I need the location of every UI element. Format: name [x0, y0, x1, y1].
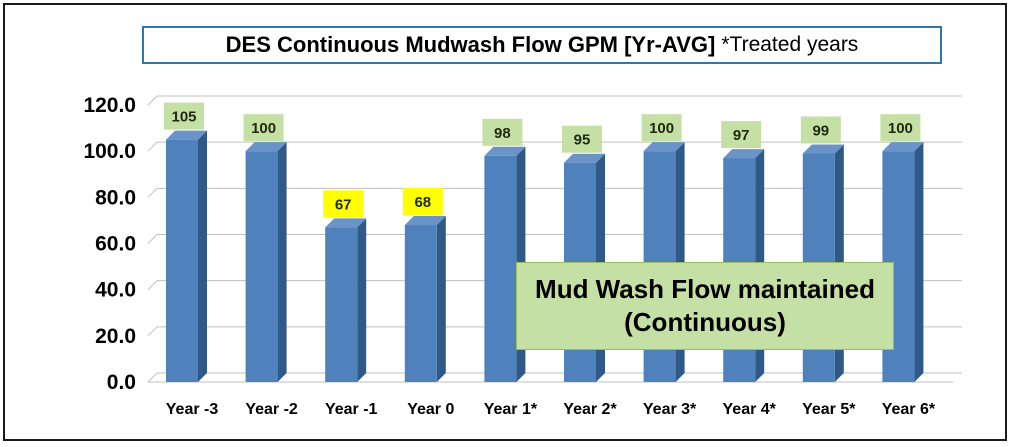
bar [245, 142, 287, 382]
data-label-box [482, 118, 523, 146]
y-tick-label: 100.0 [83, 140, 136, 163]
data-label-box [641, 114, 682, 142]
bar [325, 218, 367, 382]
data-labels: 105 100 67 68 98 95 100 97 99 100 [164, 102, 921, 218]
y-tick-label: 40.0 [95, 279, 136, 302]
y-axis: 0.0 20.0 40.0 60.0 80.0 100.0 120.0 [83, 94, 136, 394]
bar [404, 216, 446, 382]
bar-side [436, 216, 446, 382]
data-label-box [880, 114, 921, 142]
gridline-diagonal [147, 280, 158, 291]
y-tick-label: 60.0 [95, 233, 136, 256]
data-label: 67 [323, 190, 364, 218]
gridline-diagonal [147, 372, 158, 383]
bar-top [484, 146, 526, 156]
data-label: 105 [164, 102, 204, 130]
x-tick-label: Year 3* [643, 401, 697, 418]
y-tick-label: 0.0 [107, 371, 136, 394]
chart-subtitle: *Treated years [721, 33, 859, 56]
data-label-text: 99 [812, 122, 829, 139]
data-label: 68 [402, 188, 443, 216]
data-label-text: 97 [733, 127, 750, 144]
x-tick-label: Year 2* [563, 401, 617, 418]
gridline-diagonal [147, 141, 158, 152]
data-label-box [800, 116, 841, 144]
data-label-text: 98 [494, 125, 511, 142]
annotation-box: Mud Wash Flow maintained (Continuous) [516, 262, 894, 350]
data-label: 95 [562, 125, 602, 153]
gridline-diagonal [147, 95, 158, 106]
bar-top [723, 149, 765, 159]
data-label-text: 100 [888, 120, 913, 137]
annotation-line-2: (Continuous) [624, 307, 786, 337]
bar-top [245, 142, 287, 152]
gridline-diagonal [147, 187, 158, 198]
data-label-text: 100 [251, 120, 276, 137]
bar-side [357, 218, 367, 382]
x-axis: Year -3 Year -2 Year -1 Year 0 Year 1* Year 2… [166, 401, 936, 418]
bar [882, 142, 924, 382]
x-tick-label: Year 0 [407, 401, 454, 418]
x-tick-label: Year 5* [802, 401, 856, 418]
data-label: 98 [482, 118, 523, 146]
bar-side [277, 142, 287, 382]
bar-top [166, 130, 207, 140]
y-tick-label: 80.0 [95, 186, 136, 209]
x-tick-label: Year -1 [325, 401, 378, 418]
data-label-text: 68 [414, 194, 431, 211]
gridline-diagonal [147, 326, 158, 337]
data-label-text: 105 [171, 109, 196, 126]
data-label-box [164, 102, 204, 130]
x-tick-label: Year -2 [245, 401, 298, 418]
bar-side [198, 130, 207, 382]
data-label-box [243, 114, 284, 142]
bar-front [484, 155, 517, 382]
x-tick-label: Year 4* [723, 401, 777, 418]
data-label-box [402, 188, 443, 216]
data-label: 99 [800, 116, 841, 144]
data-label-box [562, 125, 602, 153]
data-label-text: 67 [335, 196, 352, 213]
x-tick-label: Year -3 [166, 401, 219, 418]
bar-top [564, 153, 605, 163]
bar-top [404, 216, 446, 226]
data-label-box [323, 190, 364, 218]
gridline-diagonal [147, 234, 158, 244]
chart-title-box: DES Continuous Mudwash Flow GPM [Yr-AVG]… [142, 26, 942, 64]
data-label-box [721, 121, 762, 149]
y-tick-label: 20.0 [95, 325, 136, 348]
annotation-line-1: Mud Wash Flow maintained [535, 274, 875, 304]
bar-front [245, 151, 278, 382]
data-label: 100 [641, 114, 682, 142]
data-label-text: 95 [574, 132, 591, 149]
bar [166, 130, 207, 382]
bar-front [404, 225, 437, 382]
bar-front [166, 139, 198, 382]
bar-top [882, 142, 924, 152]
bar-top [325, 218, 367, 228]
bar-top [802, 144, 844, 154]
data-label: 100 [880, 114, 921, 142]
data-label: 100 [243, 114, 284, 142]
data-label: 97 [721, 121, 762, 149]
bar-top [643, 142, 685, 152]
data-label-text: 100 [649, 120, 674, 137]
chart-title: DES Continuous Mudwash Flow GPM [Yr-AVG] [225, 32, 716, 57]
bar-side [914, 142, 924, 382]
y-tick-label: 120.0 [83, 94, 136, 117]
bar-front [325, 227, 358, 382]
x-tick-label: Year 1* [484, 401, 538, 418]
x-tick-label: Year 6* [882, 401, 936, 418]
